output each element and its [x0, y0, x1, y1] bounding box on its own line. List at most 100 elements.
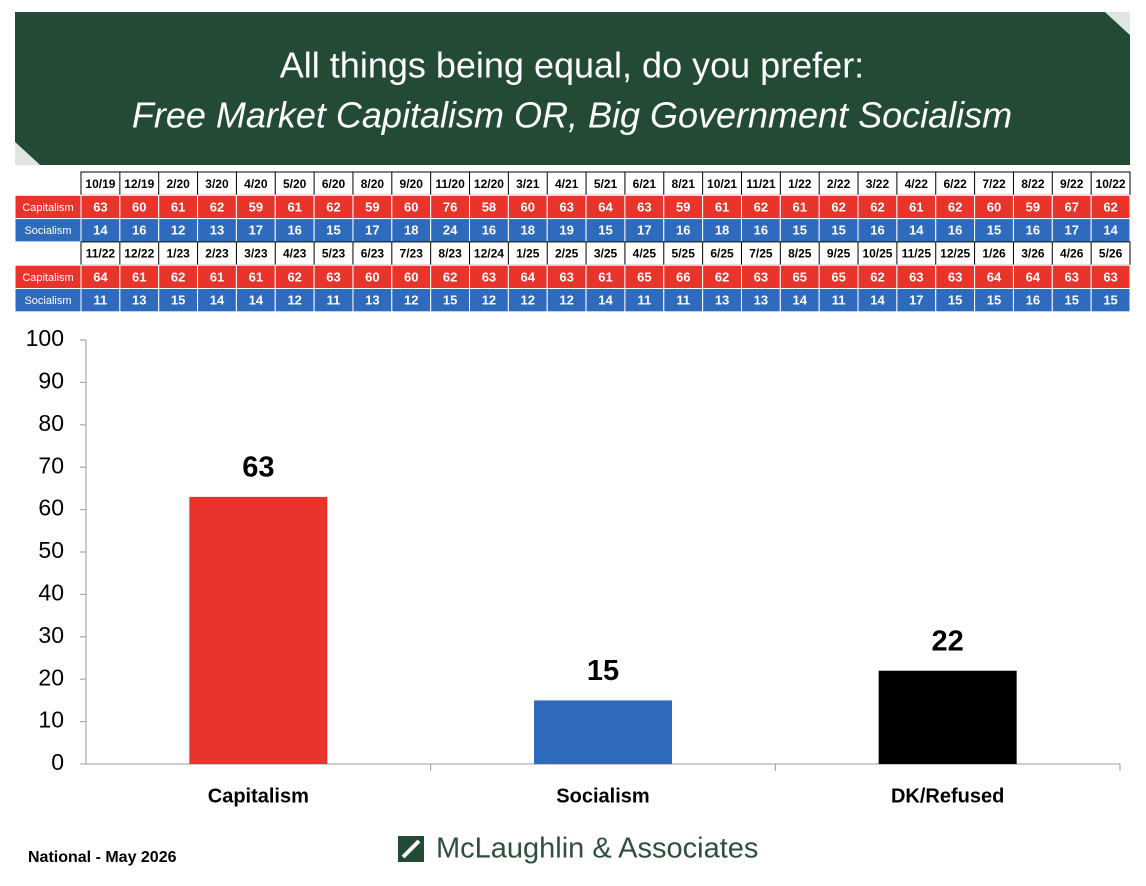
value-label: 63 [559, 269, 573, 284]
value-label: 16 [948, 223, 962, 238]
value-label: 60 [365, 269, 379, 284]
value-label: 14 [909, 223, 924, 238]
date-label: 12/19 [124, 177, 154, 191]
value-label: 12 [559, 293, 573, 308]
date-label: 7/23 [400, 247, 424, 261]
value-label: 67 [1064, 199, 1078, 214]
value-label: 15 [171, 293, 185, 308]
value-label: 61 [249, 269, 263, 284]
value-label: 63 [754, 269, 768, 284]
date-label: 4/21 [555, 177, 579, 191]
date-label: 6/20 [322, 177, 346, 191]
value-label: 24 [443, 223, 458, 238]
date-label: 4/25 [633, 247, 657, 261]
value-label: 13 [715, 293, 729, 308]
value-label: 62 [443, 269, 457, 284]
date-label: 6/21 [633, 177, 657, 191]
value-label: 58 [482, 199, 496, 214]
value-label: 13 [365, 293, 379, 308]
y-tick-label: 40 [38, 579, 64, 605]
value-label: 15 [793, 223, 807, 238]
value-label: 18 [404, 223, 418, 238]
value-label: 11 [637, 293, 651, 308]
banner-fold [1105, 12, 1130, 35]
value-label: 14 [870, 293, 885, 308]
date-label: 1/25 [516, 247, 540, 261]
date-label: 9/25 [827, 247, 851, 261]
value-label: 60 [987, 199, 1001, 214]
value-label: 61 [132, 269, 146, 284]
value-label: 14 [93, 223, 108, 238]
date-label: 12/25 [940, 247, 970, 261]
value-label: 60 [132, 199, 146, 214]
date-label: 2/23 [205, 247, 229, 261]
value-label: 62 [326, 199, 340, 214]
value-label: 15 [598, 223, 612, 238]
value-label: 76 [443, 199, 457, 214]
value-label: 61 [287, 199, 301, 214]
logo-slash [401, 839, 421, 859]
value-label: 17 [909, 293, 923, 308]
value-label: 17 [1064, 223, 1078, 238]
date-label: 10/21 [707, 177, 737, 191]
row-label: Capitalism [22, 202, 73, 214]
date-label: 5/26 [1099, 247, 1123, 261]
row-label: Socialism [24, 295, 71, 307]
value-label: 59 [676, 199, 690, 214]
data-label: 63 [242, 452, 274, 484]
bar [878, 670, 1017, 764]
value-label: 65 [637, 269, 651, 284]
value-label: 63 [326, 269, 340, 284]
value-label: 61 [171, 199, 185, 214]
value-label: 16 [676, 223, 690, 238]
value-label: 14 [210, 293, 225, 308]
date-label: 10/22 [1096, 177, 1126, 191]
date-label: 11/25 [902, 247, 932, 261]
subtitle: Free Market Capitalism OR, Big Governmen… [132, 95, 1012, 136]
value-label: 14 [249, 293, 264, 308]
value-label: 64 [598, 199, 613, 214]
date-label: 10/25 [862, 247, 892, 261]
value-label: 62 [171, 269, 185, 284]
value-label: 63 [482, 269, 496, 284]
y-tick-label: 30 [38, 622, 64, 648]
date-label: 9/22 [1060, 177, 1084, 191]
value-label: 15 [831, 223, 845, 238]
date-label: 12/24 [474, 247, 504, 261]
y-tick-label: 70 [38, 452, 64, 478]
date-label: 2/20 [166, 177, 190, 191]
date-label: 5/21 [594, 177, 618, 191]
value-label: 19 [559, 223, 573, 238]
value-label: 60 [521, 199, 535, 214]
value-label: 17 [249, 223, 263, 238]
date-label: 8/23 [438, 247, 462, 261]
date-label: 12/22 [124, 247, 154, 261]
value-label: 15 [948, 293, 962, 308]
value-label: 18 [521, 223, 535, 238]
value-label: 61 [909, 199, 923, 214]
date-label: 3/26 [1021, 247, 1045, 261]
value-label: 62 [715, 269, 729, 284]
value-label: 15 [1064, 293, 1078, 308]
value-label: 15 [326, 223, 340, 238]
y-tick-label: 100 [26, 325, 64, 351]
date-label: 4/26 [1060, 247, 1084, 261]
bar [189, 496, 328, 764]
value-label: 64 [987, 269, 1002, 284]
y-tick-label: 50 [38, 537, 64, 563]
date-label: 8/20 [361, 177, 385, 191]
row-label: Capitalism [22, 272, 73, 284]
value-label: 63 [909, 269, 923, 284]
value-label: 12 [171, 223, 185, 238]
data-label: 22 [932, 625, 964, 657]
y-tick-label: 60 [38, 495, 64, 521]
y-tick-label: 90 [38, 367, 64, 393]
date-label: 3/21 [516, 177, 540, 191]
value-label: 16 [132, 223, 146, 238]
value-label: 59 [365, 199, 379, 214]
date-label: 6/22 [943, 177, 967, 191]
date-label: 6/25 [710, 247, 734, 261]
date-label: 5/23 [322, 247, 346, 261]
date-label: 1/26 [982, 247, 1006, 261]
value-label: 11 [327, 293, 341, 308]
